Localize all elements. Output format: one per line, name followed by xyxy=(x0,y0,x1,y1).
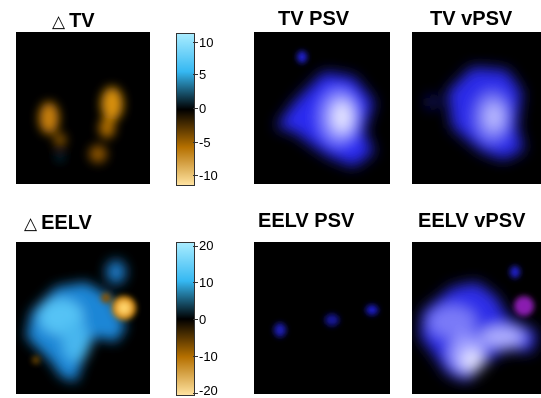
eelv-colorbar-tick: 20 xyxy=(199,238,214,253)
tv-vpsv-title: TV vPSV xyxy=(430,8,513,30)
eelv-vpsv-image xyxy=(412,242,541,394)
tv-psv-image xyxy=(254,32,390,184)
tv-colorbar-tick: -5 xyxy=(199,135,211,150)
eelv-colorbar-tick: -20 xyxy=(199,383,218,398)
delta-symbol: △ xyxy=(24,214,38,233)
tv-vpsv-image xyxy=(412,32,541,184)
eelv-psv-title: EELV PSV xyxy=(258,210,355,232)
eelv-vpsv-title: EELV vPSV xyxy=(418,210,526,232)
tv-colorbar-tick: 0 xyxy=(199,101,207,116)
delta-symbol: △ xyxy=(52,12,66,31)
eelv-colorbar-tick: -10 xyxy=(199,349,218,364)
tv-colorbar xyxy=(176,33,195,186)
tv-colorbar-tick: 5 xyxy=(199,67,207,82)
tv-colorbar-tick: -10 xyxy=(199,168,218,183)
tv-psv-title: TV PSV xyxy=(278,8,350,30)
eelv-colorbar-tick: 0 xyxy=(199,312,207,327)
deelv-title: △ EELV xyxy=(24,212,92,235)
deelv-image xyxy=(16,242,150,394)
dtv-title: △ TV xyxy=(52,10,95,33)
deelv-title-text: EELV xyxy=(41,212,92,234)
tv-colorbar-tick: 10 xyxy=(199,35,214,50)
eelv-colorbar-tick: 10 xyxy=(199,275,214,290)
eelv-psv-image xyxy=(254,242,390,394)
dtv-title-text: TV xyxy=(69,10,95,32)
dtv-image xyxy=(16,32,150,184)
